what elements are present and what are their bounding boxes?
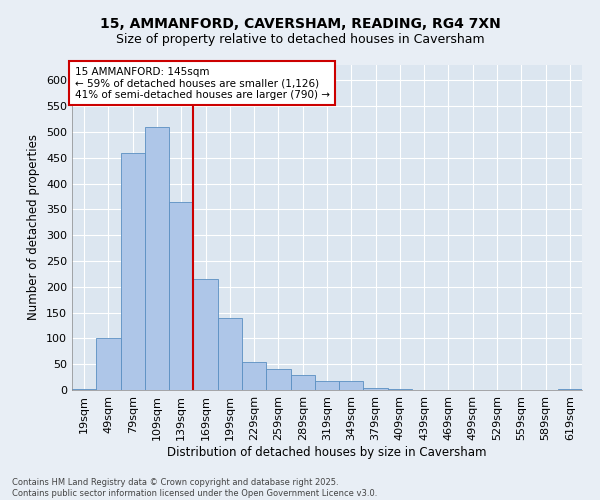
Bar [218,318,242,390]
Text: 15 AMMANFORD: 145sqm
← 59% of detached houses are smaller (1,126)
41% of semi-de: 15 AMMANFORD: 145sqm ← 59% of detached h… [74,66,329,100]
Bar [145,127,169,390]
Bar [242,362,266,390]
Bar [169,202,193,390]
Text: Size of property relative to detached houses in Caversham: Size of property relative to detached ho… [116,32,484,46]
Y-axis label: Number of detached properties: Number of detached properties [28,134,40,320]
X-axis label: Distribution of detached houses by size in Caversham: Distribution of detached houses by size … [167,446,487,458]
Bar [121,152,145,390]
Bar [339,380,364,390]
Bar [290,374,315,390]
Bar [558,389,582,390]
Text: Contains HM Land Registry data © Crown copyright and database right 2025.
Contai: Contains HM Land Registry data © Crown c… [12,478,377,498]
Bar [388,389,412,390]
Bar [72,389,96,390]
Bar [193,279,218,390]
Bar [266,370,290,390]
Bar [96,338,121,390]
Bar [364,388,388,390]
Bar [315,380,339,390]
Text: 15, AMMANFORD, CAVERSHAM, READING, RG4 7XN: 15, AMMANFORD, CAVERSHAM, READING, RG4 7… [100,18,500,32]
